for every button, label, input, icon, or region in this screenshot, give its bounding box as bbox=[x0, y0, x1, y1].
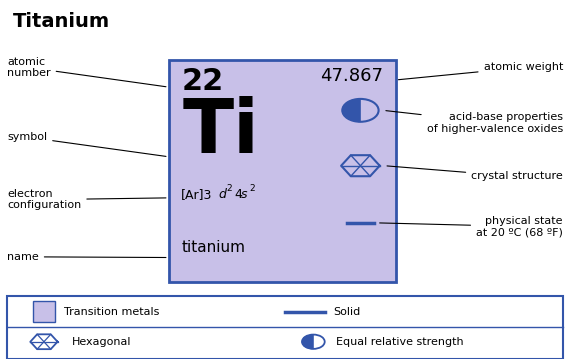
Text: name: name bbox=[7, 252, 166, 262]
Text: Hexagonal: Hexagonal bbox=[72, 337, 131, 347]
Text: [Ar]3: [Ar]3 bbox=[181, 188, 213, 202]
Text: Titanium: Titanium bbox=[13, 12, 110, 31]
Text: crystal structure: crystal structure bbox=[387, 166, 563, 181]
Text: electron
configuration: electron configuration bbox=[7, 189, 166, 211]
Text: 4: 4 bbox=[234, 188, 242, 202]
Text: physical state
at 20 ºC (68 ºF): physical state at 20 ºC (68 ºF) bbox=[380, 216, 563, 237]
Wedge shape bbox=[302, 334, 314, 349]
Text: acid-base properties
of higher-valence oxides: acid-base properties of higher-valence o… bbox=[386, 111, 563, 134]
FancyBboxPatch shape bbox=[32, 301, 55, 323]
FancyBboxPatch shape bbox=[169, 60, 396, 282]
Text: Transition metals: Transition metals bbox=[64, 307, 159, 317]
Text: Equal relative strength: Equal relative strength bbox=[336, 337, 463, 347]
Text: Solid: Solid bbox=[333, 307, 360, 317]
Text: titanium: titanium bbox=[181, 240, 245, 255]
FancyBboxPatch shape bbox=[7, 296, 563, 359]
Text: 22: 22 bbox=[181, 67, 223, 96]
Text: atomic
number: atomic number bbox=[7, 57, 166, 87]
Wedge shape bbox=[343, 99, 360, 122]
Text: symbol: symbol bbox=[7, 132, 166, 156]
Text: 47.867: 47.867 bbox=[320, 67, 383, 85]
Text: d: d bbox=[219, 188, 226, 202]
Text: 2: 2 bbox=[249, 184, 255, 193]
Text: s: s bbox=[241, 188, 247, 202]
Text: 2: 2 bbox=[227, 184, 232, 193]
Text: atomic weight: atomic weight bbox=[398, 63, 563, 80]
Text: Ti: Ti bbox=[183, 96, 260, 169]
